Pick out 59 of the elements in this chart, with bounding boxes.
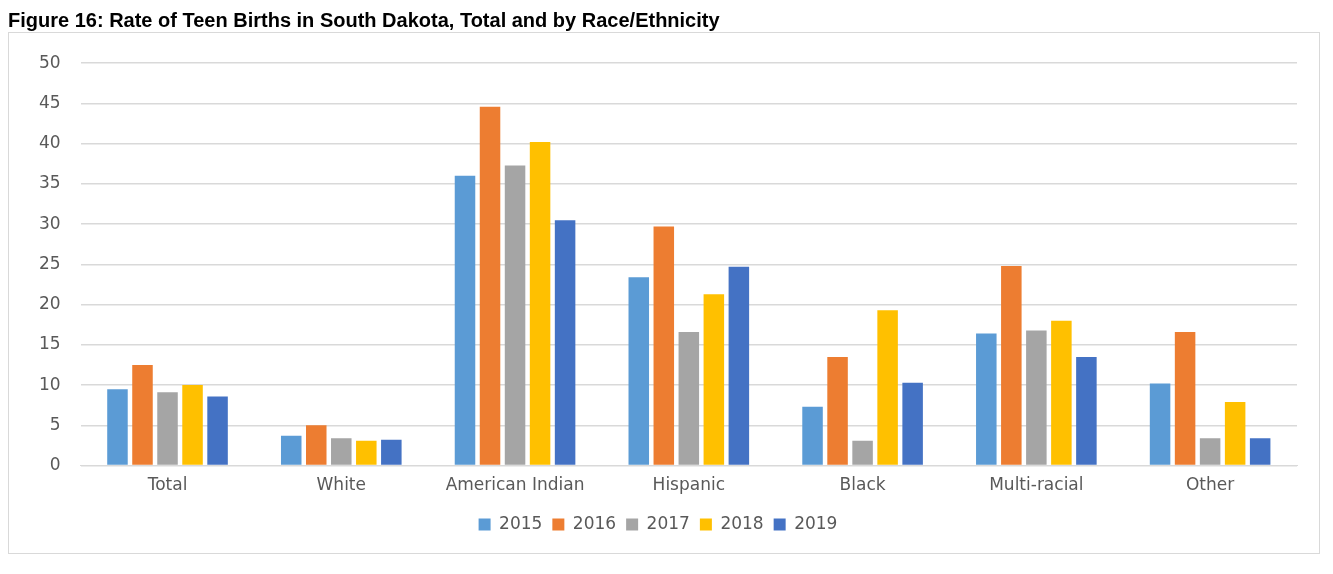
x-tick-label: White [316,474,366,495]
y-tick-label: 20 [38,293,61,314]
bar [1249,438,1271,465]
bar [529,142,551,465]
bar [381,439,402,465]
legend-label: 2018 [720,512,764,533]
bar [182,385,203,465]
bar [1174,332,1196,465]
bar [331,438,352,465]
legend-label: 2016 [572,512,617,533]
y-tick-label: 25 [38,252,61,273]
bar [132,365,153,465]
y-tick-label: 0 [49,454,61,475]
x-tick-label: American Indian [445,474,585,495]
y-tick-label: 45 [38,91,61,112]
bar [1224,402,1246,465]
x-tick-label: Total [146,474,188,495]
bar [1149,383,1171,465]
y-tick-label: 30 [38,212,61,233]
bar [1076,356,1097,465]
bar [653,226,675,465]
legend-label: 2019 [794,512,838,533]
bar [852,440,873,465]
bar [157,392,178,465]
bar [356,440,377,465]
bar [976,333,997,465]
chart-title: Figure 16: Rate of Teen Births in South Dakota, Total and by Race/Ethnicity [8,8,721,32]
x-tick-label: Black [839,474,886,495]
bar [280,435,302,465]
bar [902,382,923,465]
y-tick-label: 15 [38,333,61,354]
y-tick-label: 10 [38,373,61,394]
legend-label: 2015 [499,512,543,533]
bar [1199,438,1221,465]
y-tick-label: 35 [38,172,61,193]
y-tick-label: 5 [49,413,61,434]
y-tick-label: 50 [38,51,61,72]
bar [703,294,725,465]
x-tick-label: Hispanic [652,474,726,495]
bar [1051,320,1072,465]
bar [728,266,750,465]
bar [1001,266,1022,465]
bar [877,310,898,465]
bar [628,277,650,465]
bar [554,220,576,465]
bar [306,425,327,465]
y-tick-label: 40 [38,132,61,153]
bar [207,396,228,465]
bar [454,175,476,465]
x-tick-label: Multi-racial [989,474,1084,495]
x-tick-label: Other [1185,474,1235,495]
bar [504,165,526,465]
legend-label: 2017 [646,512,690,533]
bar [802,406,823,465]
bar [107,389,128,465]
bar [827,356,848,465]
bar [678,332,700,465]
bar [479,106,501,465]
bar [1026,330,1047,465]
